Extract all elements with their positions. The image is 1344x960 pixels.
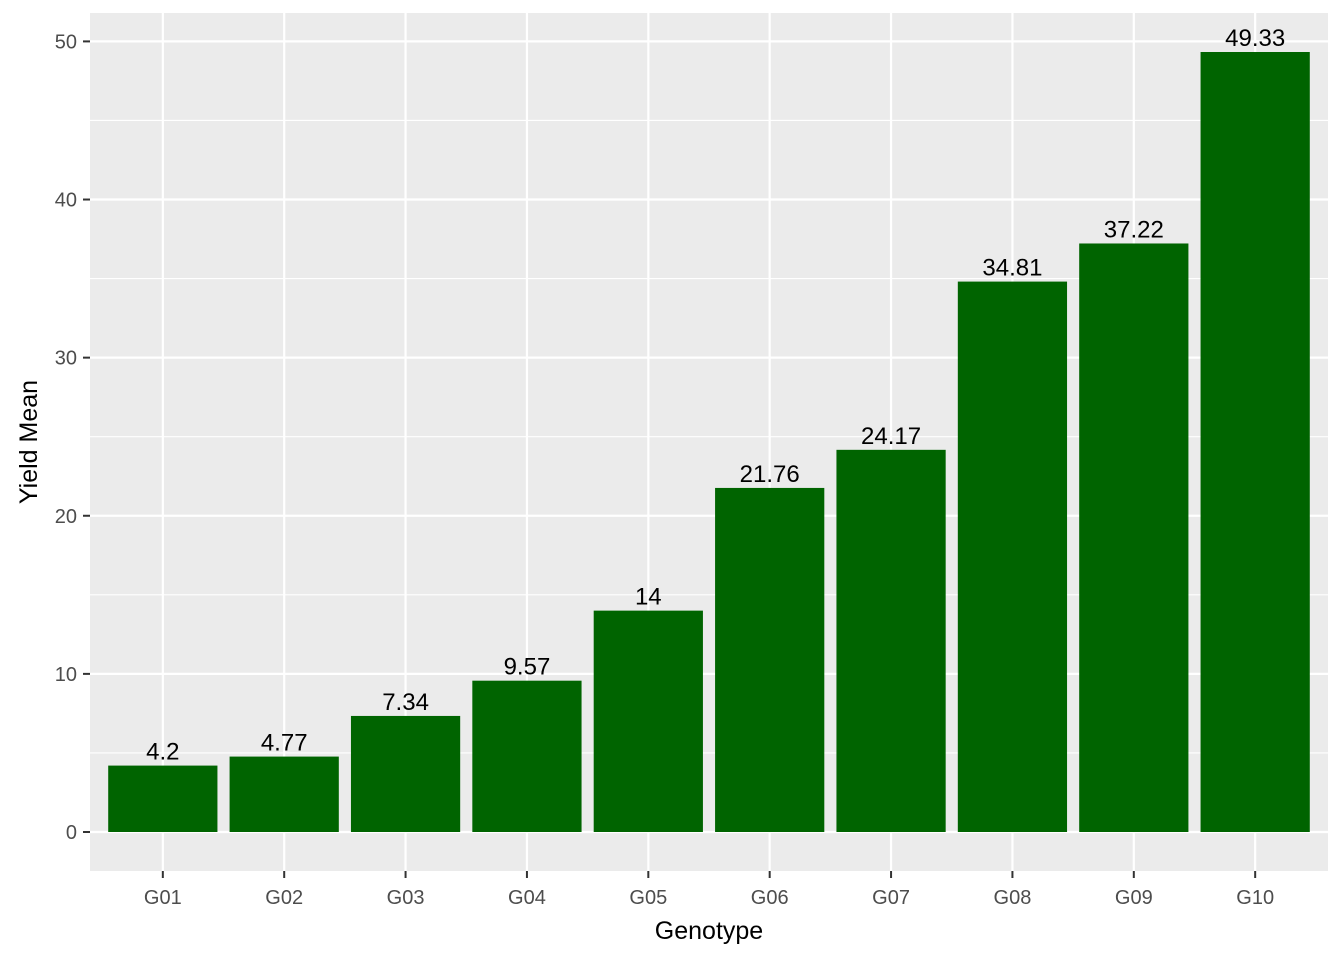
data-label-G09: 37.22: [1104, 216, 1164, 243]
x-tick-label: G08: [994, 887, 1032, 909]
bar-G04: [472, 680, 582, 832]
bar-G10: [1200, 52, 1310, 832]
bar-G01: [108, 765, 218, 832]
x-tick-label: G04: [508, 887, 546, 909]
x-axis-title: Genotype: [655, 917, 763, 945]
data-label-G03: 7.34: [382, 689, 429, 716]
x-tick-label: G10: [1236, 887, 1274, 909]
x-axis: G01 G02 G03 G04 G05 G06 G07 G08 G09 G10: [144, 871, 1274, 909]
data-label-G07: 24.17: [861, 423, 921, 450]
bar-G06: [715, 487, 825, 832]
x-tick-label: G07: [872, 887, 910, 909]
x-tick-label: G05: [629, 887, 667, 909]
data-label-G01: 4.2: [146, 739, 179, 766]
y-tick-label: 30: [55, 348, 77, 370]
data-label-G02: 4.77: [261, 730, 308, 757]
y-tick-label: 0: [66, 822, 77, 844]
y-axis: 0 10 20 30 40 50: [55, 31, 90, 844]
x-tick-label: G06: [751, 887, 789, 909]
y-tick-label: 20: [55, 506, 77, 528]
bar-G03: [350, 715, 461, 832]
bar-G09: [1079, 243, 1189, 832]
bar-G05: [593, 610, 703, 832]
bar-G08: [957, 281, 1068, 832]
data-label-G06: 21.76: [740, 461, 800, 488]
x-tick-label: G03: [387, 887, 425, 909]
data-label-G05: 14: [635, 584, 662, 611]
bar-value-labels: 4.2 4.77 7.34 9.57 14 21.76 24.17 34.81 37.22 49.…: [146, 25, 1285, 766]
bar-G07: [836, 449, 946, 832]
data-label-G08: 34.81: [982, 255, 1042, 282]
x-tick-label: G02: [265, 887, 303, 909]
bars: [108, 52, 1310, 832]
y-axis-title: Yield Mean: [15, 380, 43, 504]
y-tick-label: 40: [55, 190, 77, 212]
x-tick-label: G01: [144, 887, 182, 909]
data-label-G10: 49.33: [1225, 25, 1285, 52]
x-tick-label: G09: [1115, 887, 1153, 909]
data-label-G04: 9.57: [504, 654, 551, 681]
y-tick-label: 10: [55, 664, 77, 686]
bar-G02: [229, 756, 339, 832]
y-tick-label: 50: [55, 31, 77, 53]
